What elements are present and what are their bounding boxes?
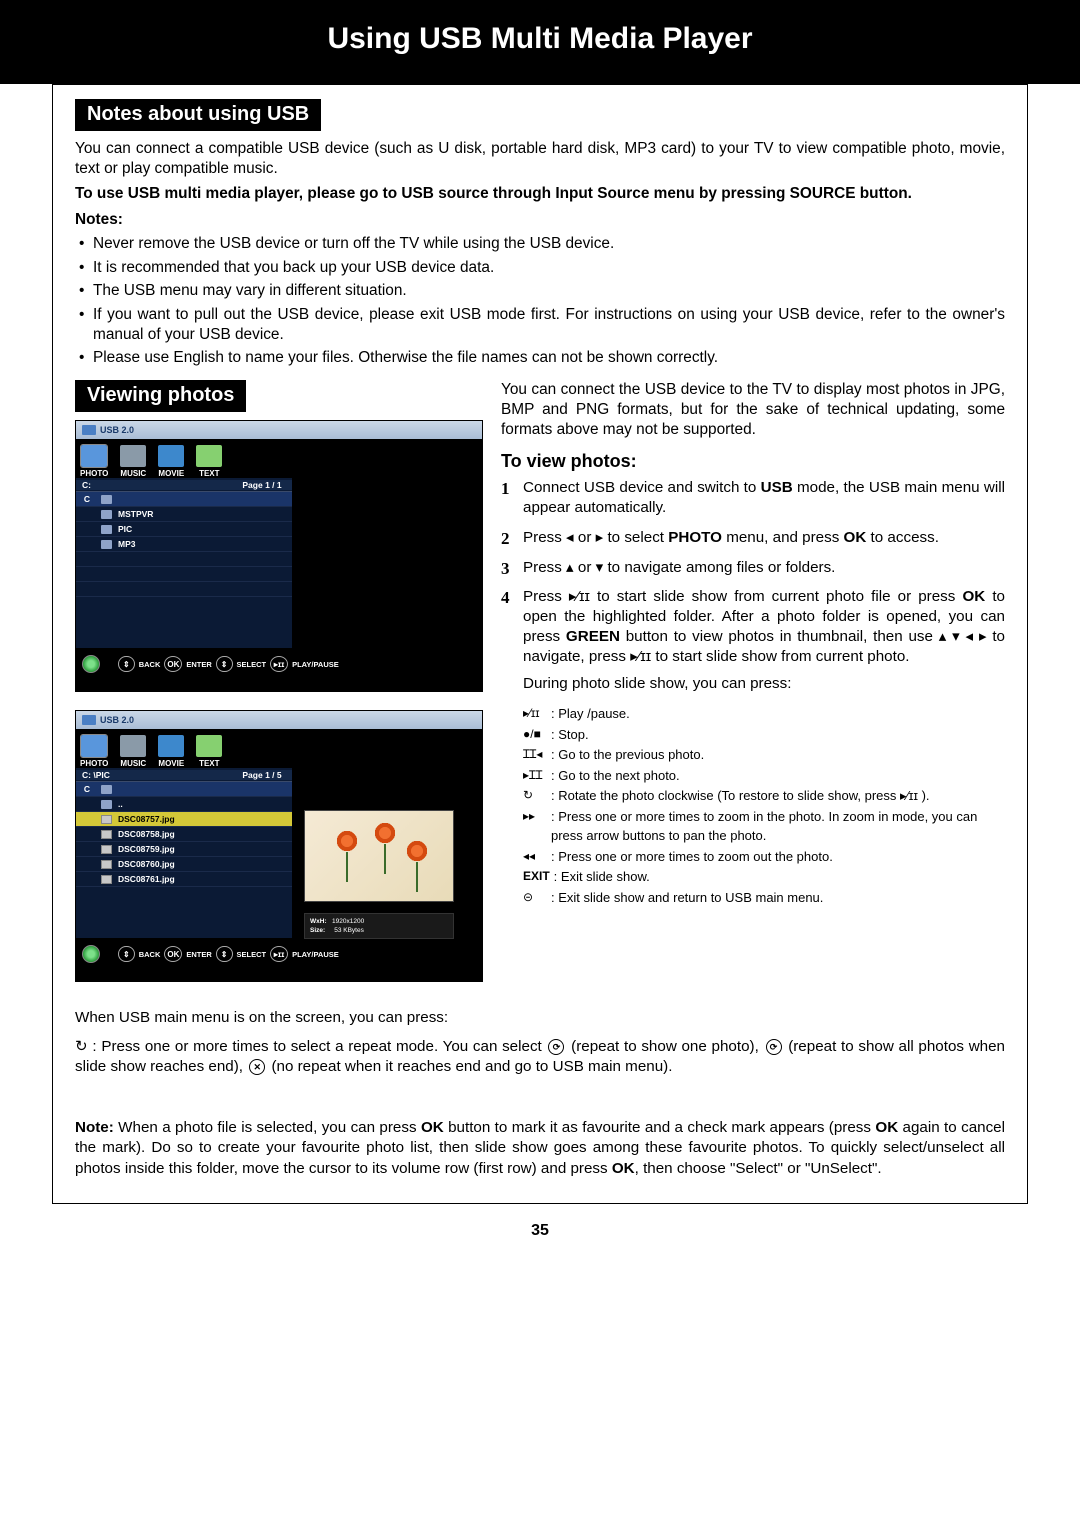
page-indicator: Page 1 / 5 <box>232 770 292 780</box>
to-view-heading: To view photos: <box>501 451 1005 472</box>
select-btn-icon: ⇕ <box>216 946 233 962</box>
photos-intro: You can connect the USB device to the TV… <box>501 380 1005 439</box>
page-indicator: Page 1 / 1 <box>232 480 292 490</box>
file-row: DSC08761.jpg <box>76 872 292 887</box>
during-label: During photo slide show, you can press: <box>523 674 1005 694</box>
repeat-one-icon: ⟳ <box>548 1039 564 1055</box>
page-number: 35 <box>0 1222 1080 1240</box>
tab-music: MUSIC <box>120 735 146 768</box>
usb-label: USB 2.0 <box>100 425 134 435</box>
path-label: C: \PIC <box>76 770 232 780</box>
file-row <box>76 552 292 567</box>
step-2: Press ◂ or ▸ to select PHOTO menu, and p… <box>501 528 1005 548</box>
file-row: C <box>76 782 292 797</box>
play-btn-icon: ▸ɪɪ <box>270 946 288 962</box>
select-btn-icon: ⇕ <box>216 656 233 672</box>
return-icon: ⊝ <box>523 888 547 906</box>
source-note: To use USB multi media player, please go… <box>75 184 1005 204</box>
viewing-photos-section: Viewing photos USB 2.0 PHOTO MUSIC MOVIE… <box>75 380 1005 1000</box>
tab-text: TEXT <box>196 445 222 478</box>
page-title: Using USB Multi Media Player <box>0 0 1080 84</box>
tab-photo: PHOTO <box>80 445 108 478</box>
file-row: DSC08758.jpg <box>76 827 292 842</box>
play-pause-icon: ▸⁄ɪɪ <box>523 704 547 722</box>
file-row: C <box>76 492 292 507</box>
steps-list: Connect USB device and switch to USB mod… <box>501 478 1005 694</box>
notes-list: Never remove the USB device or turn off … <box>75 234 1005 368</box>
file-row: .. <box>76 797 292 812</box>
intro-text: You can connect a compatible USB device … <box>75 139 1005 178</box>
notes-label: Notes: <box>75 210 1005 230</box>
no-repeat-icon: ✕ <box>249 1059 265 1075</box>
back-btn-icon: ⇕ <box>118 656 135 672</box>
nav-footer: ⇕BACK OKENTER ⇕SELECT ▸ɪɪPLAY/PAUSE <box>76 648 482 680</box>
rotate-icon: ↻ <box>523 786 547 804</box>
repeat-all-icon: ⟳ <box>766 1039 782 1055</box>
play-btn-icon: ▸ɪɪ <box>270 656 288 672</box>
section-photos-banner: Viewing photos <box>75 380 246 412</box>
tab-photo: PHOTO <box>80 735 108 768</box>
file-row-selected: DSC08757.jpg <box>76 812 292 827</box>
main-menu-hint: When USB main menu is on the screen, you… <box>75 1008 1005 1029</box>
step-4: Press ▸⁄ɪɪ to start slide show from curr… <box>501 587 1005 694</box>
ok-btn-icon: OK <box>164 946 182 962</box>
green-button-icon <box>82 945 100 963</box>
note-item: It is recommended that you back up your … <box>77 258 1005 278</box>
usb-icon <box>82 715 96 725</box>
photo-preview <box>304 810 454 902</box>
note-item: If you want to pull out the USB device, … <box>77 305 1005 344</box>
nav-footer: ⇕BACK OKENTER ⇕SELECT ▸ɪɪPLAY/PAUSE <box>76 938 482 970</box>
usb-screenshot-2: USB 2.0 PHOTO MUSIC MOVIE TEXT C: \PICPa… <box>75 710 483 982</box>
tab-text: TEXT <box>196 735 222 768</box>
file-row: DSC08760.jpg <box>76 857 292 872</box>
zoom-out-icon: ◂◂ <box>523 847 547 865</box>
usb-screenshot-1: USB 2.0 PHOTO MUSIC MOVIE TEXT C:Page 1 … <box>75 420 483 692</box>
exit-label: EXIT <box>523 867 550 885</box>
step-1: Connect USB device and switch to USB mod… <box>501 478 1005 518</box>
page-content-box: Notes about using USB You can connect a … <box>52 84 1028 1204</box>
favourite-note: Note: When a photo file is selected, you… <box>75 1118 1005 1180</box>
file-row <box>76 582 292 597</box>
path-label: C: <box>76 480 232 490</box>
repeat-mode-text: ↻ : Press one or more times to select a … <box>75 1037 1005 1078</box>
back-btn-icon: ⇕ <box>118 946 135 962</box>
usb-label: USB 2.0 <box>100 715 134 725</box>
file-row: MSTPVR <box>76 507 292 522</box>
step-3: Press ▴ or ▾ to navigate among files or … <box>501 558 1005 578</box>
prev-icon: ꞮꞮ◂ <box>523 745 547 763</box>
tab-movie: MOVIE <box>158 735 184 768</box>
note-item: Never remove the USB device or turn off … <box>77 234 1005 254</box>
playback-controls: ▸⁄ɪɪ: Play /pause. ●/■: Stop. ꞮꞮ◂: Go to… <box>501 704 1005 907</box>
note-item: The USB menu may vary in different situa… <box>77 281 1005 301</box>
file-row: DSC08759.jpg <box>76 842 292 857</box>
green-button-icon <box>82 655 100 673</box>
tab-music: MUSIC <box>120 445 146 478</box>
file-row: PIC <box>76 522 292 537</box>
note-item: Please use English to name your files. O… <box>77 348 1005 368</box>
file-row <box>76 567 292 582</box>
photo-metadata: WxH: 1920x1200 Size: 53 KBytes <box>304 913 454 939</box>
zoom-in-icon: ▸▸ <box>523 807 547 825</box>
media-tabs: PHOTO MUSIC MOVIE TEXT <box>76 439 482 478</box>
file-row: MP3 <box>76 537 292 552</box>
ok-btn-icon: OK <box>164 656 182 672</box>
section-notes-banner: Notes about using USB <box>75 99 321 131</box>
stop-icon: ●/■ <box>523 725 547 743</box>
tab-movie: MOVIE <box>158 445 184 478</box>
usb-icon <box>82 425 96 435</box>
next-icon: ▸ꞮꞮ <box>523 766 547 784</box>
media-tabs: PHOTO MUSIC MOVIE TEXT <box>76 729 482 768</box>
